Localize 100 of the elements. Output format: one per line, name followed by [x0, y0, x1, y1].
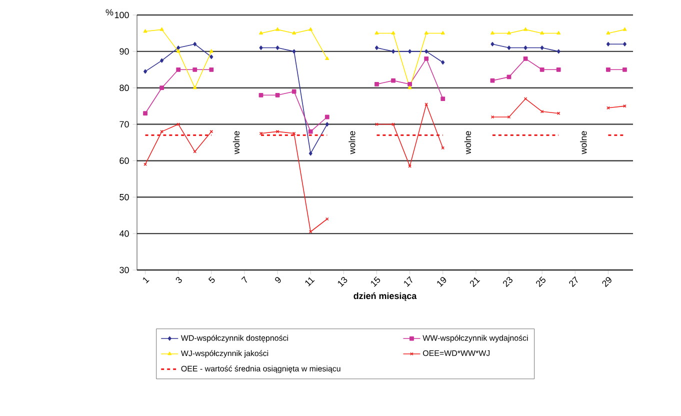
point	[324, 114, 330, 120]
point	[507, 31, 511, 35]
y-tick-label: 50	[120, 194, 129, 200]
point	[276, 130, 280, 134]
x-tick-label: 9	[275, 277, 281, 283]
point	[440, 31, 445, 35]
point	[606, 42, 610, 46]
point	[524, 27, 528, 31]
y-tick-label: 80	[120, 84, 129, 92]
y-tick-label: 100	[114, 12, 129, 18]
point	[540, 67, 544, 72]
point	[292, 31, 296, 35]
point	[507, 46, 511, 50]
point	[160, 86, 164, 90]
point	[391, 78, 396, 83]
x-tick-label: 11	[305, 277, 315, 286]
point	[276, 46, 280, 50]
annotation: wolne	[580, 131, 587, 154]
y-tick-label: 30	[120, 266, 129, 274]
point	[160, 58, 164, 63]
x-axis-title: dzień miesiąca	[354, 292, 417, 301]
point	[408, 82, 412, 86]
x-tick-label: 5	[208, 276, 215, 283]
point	[259, 46, 263, 50]
point	[292, 132, 296, 136]
point	[606, 67, 610, 72]
point	[143, 111, 148, 116]
point	[490, 42, 494, 46]
point	[325, 56, 330, 60]
x-tick-label: 27	[569, 276, 578, 288]
point	[556, 112, 560, 116]
point	[540, 46, 544, 50]
point	[276, 27, 280, 31]
x-tick-label: 21	[470, 277, 480, 288]
point	[292, 89, 296, 94]
point	[325, 122, 329, 126]
point	[308, 27, 313, 31]
point	[374, 46, 378, 50]
point	[523, 56, 528, 61]
point	[408, 86, 412, 90]
y-tick-label: 90	[120, 48, 129, 55]
point	[556, 49, 560, 54]
x-tick-label: 17	[404, 276, 412, 287]
point	[210, 130, 214, 134]
point	[160, 27, 164, 31]
point	[524, 46, 528, 50]
point	[176, 46, 180, 50]
point	[408, 49, 412, 54]
point	[391, 31, 396, 35]
annotation: wolne	[232, 131, 240, 154]
x-tick-label: 23	[503, 277, 513, 288]
point	[193, 150, 197, 154]
point	[424, 56, 429, 61]
point	[176, 49, 180, 53]
point	[209, 49, 214, 53]
x-tick-label: 3	[176, 277, 182, 283]
point	[192, 86, 197, 90]
x-tick-label: 29	[602, 277, 612, 288]
point	[622, 27, 627, 31]
point	[258, 92, 264, 98]
y-axis-title: %	[106, 9, 114, 16]
point	[392, 122, 395, 126]
point	[540, 110, 544, 114]
point	[192, 67, 198, 72]
point	[308, 151, 312, 156]
y-tick-label: 70	[120, 121, 129, 128]
point	[622, 67, 627, 72]
point	[193, 42, 197, 46]
point	[408, 164, 412, 168]
point	[440, 96, 446, 101]
point	[210, 54, 214, 60]
point	[292, 49, 296, 54]
point	[143, 29, 148, 33]
point	[540, 31, 544, 35]
x-tick-label: 1	[143, 277, 150, 284]
annotation: wolne	[348, 131, 356, 154]
x-tick-label: 13	[338, 277, 348, 287]
point	[424, 31, 428, 35]
point	[374, 31, 379, 35]
y-tick-label: 60	[120, 158, 129, 164]
point	[209, 67, 214, 72]
point	[176, 122, 180, 126]
point	[506, 74, 512, 80]
point	[490, 31, 494, 35]
point	[556, 31, 561, 35]
point	[490, 78, 495, 83]
point	[144, 69, 148, 74]
point	[308, 129, 313, 134]
point	[424, 49, 428, 54]
point	[441, 60, 445, 65]
point	[259, 31, 263, 35]
x-tick-label: 7	[241, 276, 248, 283]
x-tick-label: 15	[371, 276, 380, 287]
x-tick-label: 25	[536, 276, 546, 288]
point	[374, 82, 379, 86]
point	[176, 67, 181, 72]
annotation: wolne	[464, 131, 471, 154]
point	[490, 115, 494, 119]
point	[606, 31, 610, 35]
point	[375, 122, 378, 126]
